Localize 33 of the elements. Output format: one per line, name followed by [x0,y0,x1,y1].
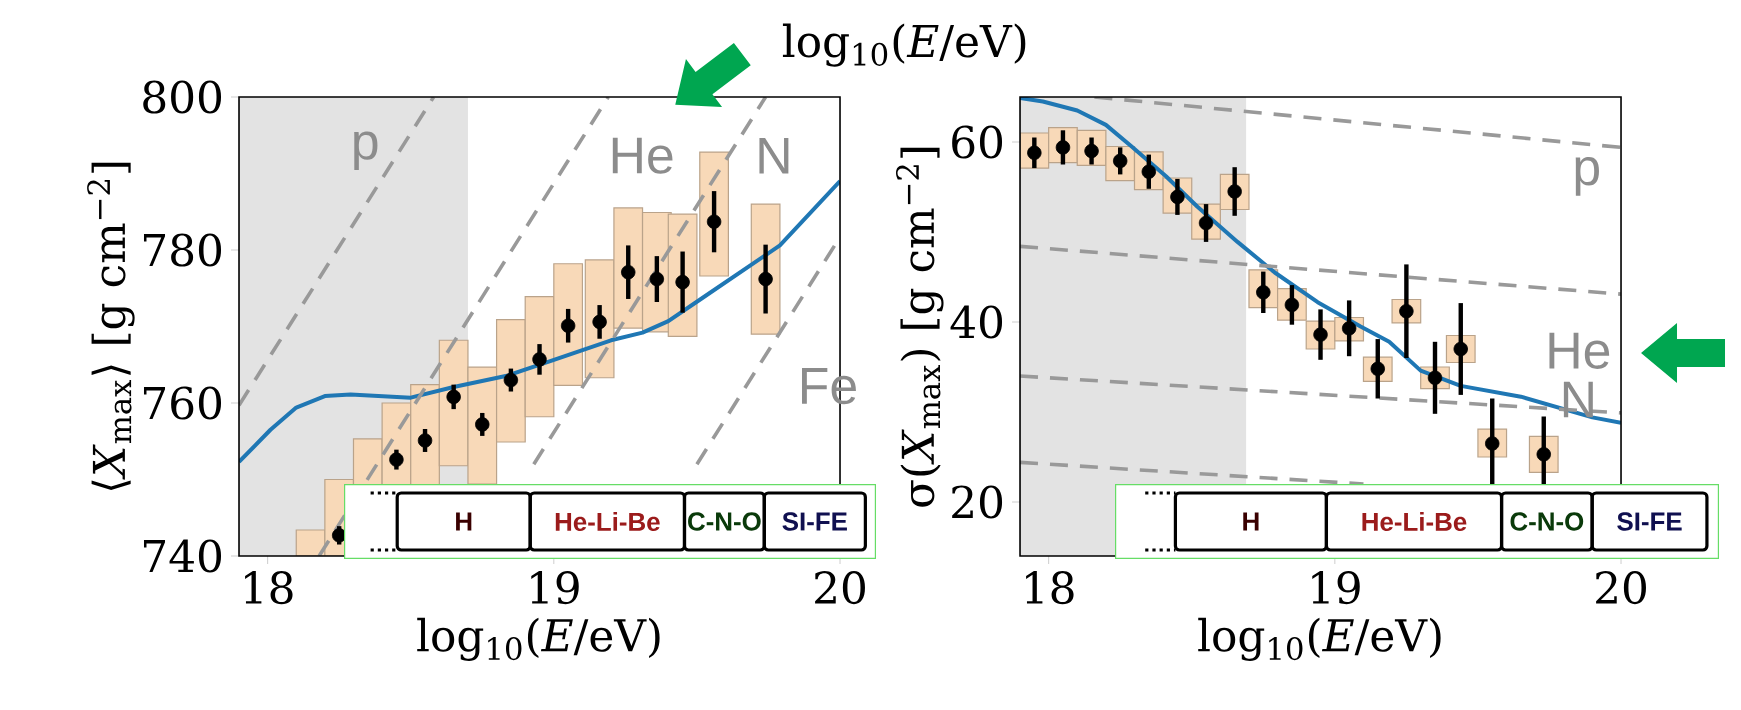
y-tick-label: 800 [143,80,222,114]
y-axis-title: σ(X$_{max}$) [g cm$^{−2}$] [896,147,944,507]
annotation: p [354,131,378,170]
x-tick-label: 20 [815,571,865,605]
y-tick-label: 40 [950,305,1003,339]
y-tick-label: 760 [143,386,222,420]
y-tick-label: 780 [143,233,222,267]
y-tick-label: 60 [952,125,1003,159]
y-axis-title: ⟨X$_{max}$⟩ [g cm$^{−2}$] [87,162,135,491]
annotation: He [1549,332,1610,369]
line-series [1020,97,1622,425]
x-tick-label: 18 [1026,571,1074,605]
y-tick-label: 740 [143,539,222,573]
annotation: p [1575,157,1599,196]
annotation: C-N-O [688,512,761,531]
annotation: H [1243,512,1259,531]
x-axis-title: log$_{10}$(E/eV) [417,617,660,661]
annotation: C-N-O [1510,512,1584,531]
y-tick-label: 20 [952,485,1003,519]
x-tick-label: 18 [245,571,293,605]
annotation: N [759,137,789,174]
x-tick-label: 19 [1312,571,1360,605]
annotation: H [456,512,472,531]
x-axis-title: log$_{10}$(E/eV) [1198,617,1441,661]
annotation: He-Li-Be [555,511,660,532]
text: log$_{10}$(E/eV) [782,23,1026,67]
annotation: SI-FE [782,512,847,531]
x-tick-label: 19 [531,571,579,605]
x-tick-label: 20 [1596,571,1646,605]
annotation: He-Li-Be [1362,511,1467,532]
annotation: He [612,137,673,174]
annotation: SI-FE [1617,512,1682,531]
annotation: N [1563,381,1593,418]
